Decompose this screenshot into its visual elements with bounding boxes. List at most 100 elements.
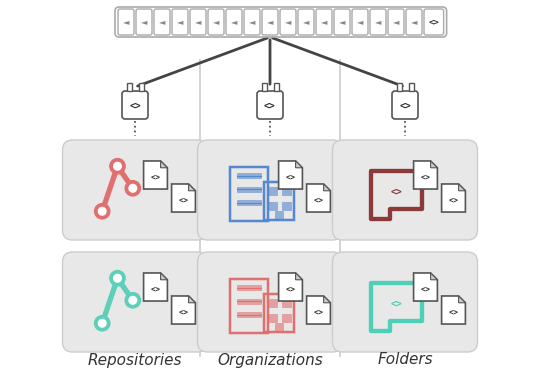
- Polygon shape: [144, 273, 167, 301]
- FancyBboxPatch shape: [136, 9, 152, 35]
- FancyBboxPatch shape: [333, 140, 477, 240]
- Circle shape: [94, 315, 110, 331]
- Bar: [237, 285, 261, 291]
- FancyBboxPatch shape: [122, 91, 148, 119]
- FancyBboxPatch shape: [392, 91, 418, 119]
- Circle shape: [94, 203, 110, 219]
- Polygon shape: [279, 161, 302, 189]
- Circle shape: [125, 180, 140, 196]
- Circle shape: [125, 293, 140, 308]
- Text: <>: <>: [449, 195, 458, 204]
- FancyBboxPatch shape: [388, 9, 404, 35]
- Bar: [237, 312, 261, 317]
- Text: ◄: ◄: [393, 18, 399, 26]
- Bar: [261, 83, 267, 91]
- FancyBboxPatch shape: [316, 9, 332, 35]
- Circle shape: [98, 320, 106, 327]
- Bar: [237, 186, 261, 192]
- Text: ◄: ◄: [339, 18, 345, 26]
- FancyBboxPatch shape: [118, 9, 134, 35]
- Text: <>: <>: [421, 284, 430, 293]
- FancyBboxPatch shape: [244, 9, 260, 35]
- Bar: [126, 83, 132, 91]
- FancyBboxPatch shape: [262, 9, 278, 35]
- FancyBboxPatch shape: [190, 9, 206, 35]
- Polygon shape: [295, 273, 302, 280]
- Polygon shape: [430, 273, 437, 280]
- Text: ◄: ◄: [267, 18, 273, 26]
- Polygon shape: [172, 296, 195, 324]
- Text: ◄: ◄: [375, 18, 381, 26]
- Bar: [230, 167, 268, 221]
- Polygon shape: [144, 161, 167, 189]
- FancyBboxPatch shape: [298, 9, 314, 35]
- Bar: [230, 279, 268, 333]
- Bar: [275, 211, 284, 220]
- Bar: [237, 299, 261, 304]
- Circle shape: [114, 162, 122, 170]
- Bar: [281, 186, 291, 195]
- Text: ◄: ◄: [303, 18, 309, 26]
- Text: <>: <>: [399, 101, 411, 111]
- Text: Folders: Folders: [377, 353, 433, 367]
- Polygon shape: [188, 184, 195, 191]
- Bar: [275, 323, 284, 332]
- Text: ◄: ◄: [177, 18, 183, 26]
- Text: <>: <>: [449, 307, 458, 316]
- Polygon shape: [323, 184, 330, 191]
- Bar: [264, 182, 294, 220]
- Text: <>: <>: [179, 195, 188, 204]
- FancyBboxPatch shape: [406, 9, 422, 35]
- FancyBboxPatch shape: [154, 9, 170, 35]
- Text: <>: <>: [179, 307, 188, 316]
- Polygon shape: [458, 296, 465, 303]
- FancyBboxPatch shape: [63, 140, 207, 240]
- Text: <>: <>: [129, 101, 141, 111]
- Polygon shape: [172, 184, 195, 212]
- Bar: [281, 202, 291, 210]
- Polygon shape: [295, 161, 302, 168]
- Text: ◄: ◄: [285, 18, 291, 26]
- Text: <>: <>: [151, 284, 160, 293]
- Bar: [408, 83, 414, 91]
- Polygon shape: [188, 296, 195, 303]
- Bar: [268, 299, 276, 307]
- Circle shape: [129, 296, 137, 304]
- Text: <>: <>: [264, 101, 276, 111]
- Bar: [237, 200, 261, 205]
- Polygon shape: [458, 184, 465, 191]
- FancyBboxPatch shape: [208, 9, 224, 35]
- FancyBboxPatch shape: [226, 9, 242, 35]
- FancyBboxPatch shape: [63, 252, 207, 352]
- Bar: [281, 314, 291, 322]
- Polygon shape: [307, 296, 330, 324]
- FancyBboxPatch shape: [198, 140, 342, 240]
- Circle shape: [110, 159, 125, 174]
- Text: <>: <>: [421, 172, 430, 181]
- Circle shape: [129, 185, 137, 192]
- Text: <>: <>: [151, 172, 160, 181]
- Text: ◄: ◄: [123, 18, 129, 26]
- Text: <>: <>: [286, 284, 295, 293]
- Bar: [281, 299, 291, 307]
- Text: ◄: ◄: [411, 18, 417, 26]
- Bar: [268, 202, 276, 210]
- Text: <>: <>: [286, 172, 295, 181]
- FancyBboxPatch shape: [198, 252, 342, 352]
- Bar: [268, 314, 276, 322]
- Bar: [237, 173, 261, 179]
- Polygon shape: [279, 273, 302, 301]
- Text: ◄: ◄: [321, 18, 327, 26]
- Text: <>: <>: [428, 18, 439, 26]
- FancyBboxPatch shape: [424, 9, 443, 35]
- Polygon shape: [442, 184, 465, 212]
- Polygon shape: [160, 161, 167, 168]
- Polygon shape: [307, 184, 330, 212]
- Polygon shape: [323, 296, 330, 303]
- Text: ◄: ◄: [249, 18, 255, 26]
- Text: ◄: ◄: [357, 18, 363, 26]
- Polygon shape: [414, 273, 437, 301]
- Text: Organizations: Organizations: [217, 353, 323, 367]
- Bar: [138, 83, 144, 91]
- Text: ◄: ◄: [195, 18, 201, 26]
